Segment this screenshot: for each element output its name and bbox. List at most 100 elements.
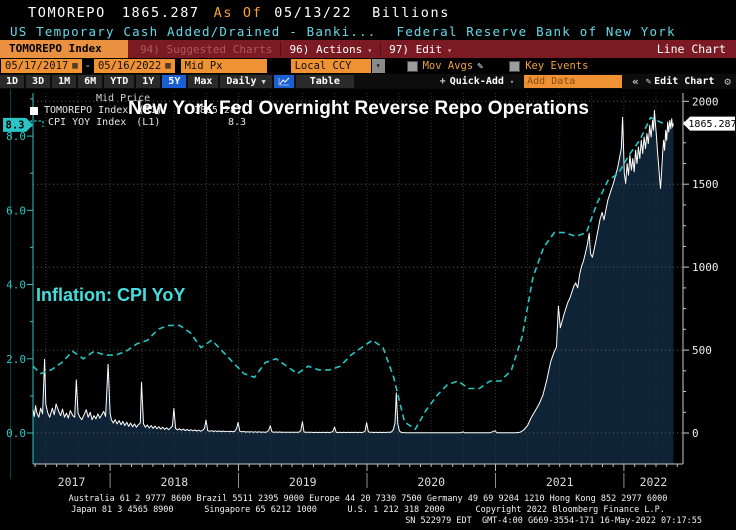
svg-text:2017: 2017 <box>58 475 86 489</box>
add-data-input[interactable] <box>524 75 623 88</box>
view-mode-label: Line Chart <box>656 42 726 56</box>
chart-legend: Mid Price TOMOREPO Index (R1) 1865.287 CP… <box>30 93 246 128</box>
chevron-down-icon: ▼ <box>261 78 266 86</box>
edit-chart-button[interactable]: Edit Chart <box>654 76 715 87</box>
gear-icon[interactable]: ⚙ <box>724 75 731 88</box>
description-row: US Temporary Cash Added/Drained - Banki.… <box>0 23 736 40</box>
edit-menu-button[interactable]: 97) Edit ▾ <box>381 43 460 56</box>
price-source-field[interactable]: Mid Px <box>180 59 267 73</box>
svg-text:500: 500 <box>692 344 712 357</box>
chart-title: New York Fed Overnight Reverse Repo Oper… <box>128 98 590 119</box>
actions-menu-button[interactable]: 96) Actions ▾ <box>281 43 380 56</box>
legend-axis: (L1) <box>136 117 161 128</box>
svg-text:2020: 2020 <box>417 475 445 489</box>
last-price: 1865.287 <box>121 4 200 21</box>
chart-canvas: 0.0 2.0 4.0 6.0 8.0 0 500 1000 1500 2000 2017 2018 2… <box>3 93 736 489</box>
edit-chart-pencil-icon: ✎ <box>645 76 652 87</box>
svg-text:2021: 2021 <box>546 475 574 489</box>
svg-text:0: 0 <box>692 427 699 440</box>
line-chart-type-button[interactable] <box>273 75 294 88</box>
ticker-row: TOMOREPO 1865.287 As Of 05/13/22 Billion… <box>0 0 736 23</box>
frequency-value: Daily <box>226 76 257 87</box>
legend-value: 8.3 <box>227 117 246 128</box>
chevron-down-icon: ▾ <box>367 45 373 55</box>
svg-text:2.0: 2.0 <box>6 353 26 366</box>
svg-text:8.3: 8.3 <box>6 119 25 131</box>
pencil-icon[interactable]: ✎ <box>477 60 484 72</box>
period-tabs: 1D 3D 1M 6M YTD 1Y 5Y Max <box>0 74 220 89</box>
tab-6m[interactable]: 6M <box>78 75 103 88</box>
tab-ytd[interactable]: YTD <box>104 75 135 88</box>
footer-line2: Japan 81 3 4565 8900 Singapore 65 6212 1… <box>71 505 665 515</box>
legend-item-tomorepo[interactable]: TOMOREPO Index (R1) 1865.287 <box>30 105 246 116</box>
chevron-down-icon: ▾ <box>447 45 452 55</box>
end-date-value: 05/16/2022 <box>97 60 162 72</box>
security-field[interactable]: TOMOREPO Index <box>0 40 128 58</box>
toolbar-right-cluster: + Quick-Add ▾ « ✎ Edit Chart ⚙ <box>440 75 736 88</box>
date-range-separator: - <box>84 60 91 72</box>
last-price-tag <box>683 116 735 131</box>
legend-label: TOMOREPO Index <box>44 105 129 116</box>
key-events-checkbox[interactable] <box>509 60 521 72</box>
units-label: Billions <box>372 4 450 21</box>
tab-1y[interactable]: 1Y <box>136 75 161 88</box>
tab-1d[interactable]: 1D <box>0 75 25 88</box>
chevron-down-icon: ▾ <box>509 77 515 86</box>
frequency-dropdown[interactable]: Daily ▼ <box>220 75 272 88</box>
mov-avgs-checkbox[interactable] <box>406 60 418 72</box>
svg-text:8.0: 8.0 <box>6 130 26 143</box>
svg-text:2018: 2018 <box>160 475 188 489</box>
edit-label: 97) Edit <box>389 42 443 56</box>
svg-text:2022: 2022 <box>640 475 668 489</box>
start-date-field[interactable]: 05/17/2017 ▦ <box>1 59 82 73</box>
legend-item-cpi[interactable]: CPI YOY Index (L1) 8.3 <box>30 117 246 128</box>
line-chart-icon <box>278 77 290 86</box>
panel-left-border <box>10 89 11 479</box>
end-date-field[interactable]: 05/16/2022 ▦ <box>93 59 175 73</box>
plus-icon: + <box>439 76 446 87</box>
currency-dropdown-icon[interactable]: ▾ <box>371 59 385 73</box>
ticker-symbol: TOMOREPO <box>28 4 106 21</box>
tab-max[interactable]: Max <box>188 75 219 88</box>
cpi-line <box>32 116 667 431</box>
legend-label: CPI YOY Index <box>48 117 127 128</box>
security-description[interactable]: US Temporary Cash Added/Drained - Banki.… <box>10 24 377 39</box>
white-square-marker <box>30 106 38 115</box>
svg-text:6.0: 6.0 <box>6 204 26 217</box>
table-button[interactable]: Table <box>295 75 354 88</box>
actions-label: 96) Actions <box>289 42 363 56</box>
cyan-dashed-marker <box>30 118 44 128</box>
function-toolbar: TOMOREPO Index 94) Suggested Charts 96) … <box>0 40 736 58</box>
tab-1m[interactable]: 1M <box>52 75 77 88</box>
start-date-value: 05/17/2017 <box>5 60 69 72</box>
tab-3d[interactable]: 3D <box>26 75 51 88</box>
cpi-annotation: Inflation: CPI YoY <box>36 285 186 305</box>
calendar-icon: ▦ <box>72 61 78 71</box>
toolbar-divider <box>280 42 282 56</box>
calendar-icon: ▦ <box>165 61 171 71</box>
as-of-label: As Of <box>213 4 263 21</box>
toolbar-divider <box>380 42 382 56</box>
chart-area: 0.0 2.0 4.0 6.0 8.0 0 500 1000 1500 2000 2017 2018 2… <box>0 89 736 490</box>
collapse-chevrons-icon[interactable]: « <box>632 75 639 88</box>
quick-add-button[interactable]: Quick-Add <box>449 76 504 87</box>
svg-text:4.0: 4.0 <box>6 279 26 292</box>
footer-line3: SN 522979 EDT GMT-4:00 G669-3554-171 16-… <box>405 516 702 526</box>
tomorepo-area <box>33 110 674 465</box>
key-events-label[interactable]: Key Events <box>525 60 589 72</box>
mov-avgs-label[interactable]: Mov Avgs <box>422 60 474 72</box>
suggested-charts-button[interactable]: 94) Suggested Charts <box>140 42 273 56</box>
as-of-date: 05/13/22 <box>274 4 353 21</box>
cpi-value-tag <box>3 117 33 132</box>
legend-value: 1865.287 <box>193 105 242 116</box>
settings-row: 05/17/2017 ▦ - 05/16/2022 ▦ Mid Px Local C… <box>0 58 736 74</box>
svg-text:2000: 2000 <box>692 95 719 108</box>
tab-5y[interactable]: 5Y <box>162 75 187 88</box>
currency-field[interactable]: Local CCY <box>290 59 371 73</box>
tomorepo-line <box>32 109 674 434</box>
svg-text:2019: 2019 <box>289 475 317 489</box>
currency-control: Local CCY ▾ <box>290 59 385 73</box>
security-source: Federal Reserve Bank of New York <box>396 24 676 39</box>
svg-text:0.0: 0.0 <box>6 427 26 440</box>
